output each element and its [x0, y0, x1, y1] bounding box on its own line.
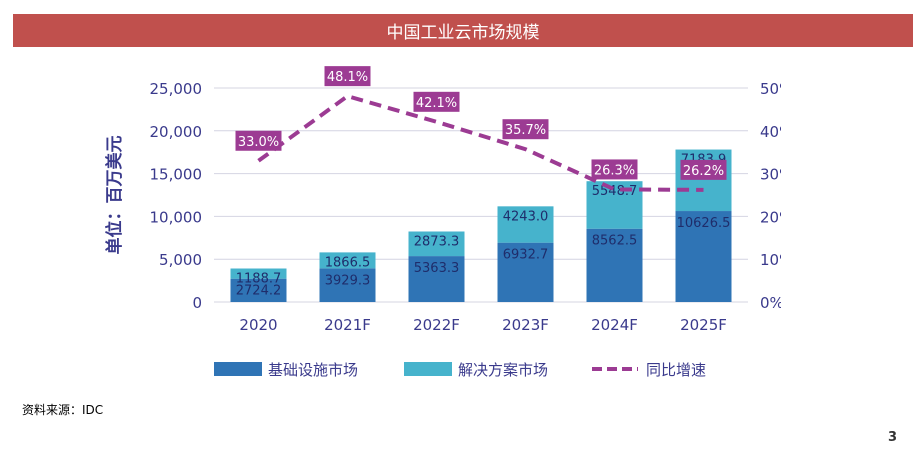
bar-infrastructure: [675, 211, 732, 302]
x-tick-label: 2023F: [502, 316, 549, 334]
y-tick-label: 20,000: [150, 123, 203, 141]
growth-label: 48.1%: [327, 70, 368, 85]
growth-label-box: [235, 130, 282, 151]
y2-tick-label: 30%: [760, 166, 781, 184]
data-label-infrastructure: 10626.5: [677, 216, 731, 231]
data-label-solutions: 4243.0: [503, 209, 549, 224]
growth-label: 42.1%: [416, 96, 457, 111]
data-label-solutions: 5548.7: [592, 184, 638, 199]
bar-infrastructure: [319, 268, 376, 302]
x-tick-label: 2024F: [591, 316, 638, 334]
growth-label: 26.2%: [683, 164, 724, 179]
bar-infrastructure: [230, 278, 287, 302]
data-label-infrastructure: 8562.5: [592, 234, 638, 249]
bar-solutions: [230, 268, 287, 279]
growth-label: 35.7%: [505, 123, 546, 138]
x-tick-label: 2022F: [413, 316, 460, 334]
y-tick-label: 5,000: [159, 251, 202, 269]
x-tick-label: 2020: [239, 316, 277, 334]
data-label-infrastructure: 3929.3: [325, 273, 371, 288]
bar-solutions: [497, 206, 554, 243]
legend-swatch-solutions: [404, 362, 452, 376]
page-number: 3: [888, 430, 898, 445]
y-tick-label: 10,000: [150, 208, 203, 226]
growth-label: 33.0%: [238, 135, 279, 150]
data-label-infrastructure: 6932.7: [503, 248, 549, 263]
bar-infrastructure: [497, 242, 554, 302]
growth-label-box: [680, 159, 727, 180]
title-banner: 中国工业云市场规模: [13, 14, 913, 47]
legend-label-infrastructure: 基础设施市场: [268, 361, 358, 379]
x-tick-label: 2021F: [324, 316, 371, 334]
legend-label-solutions: 解决方案市场: [458, 361, 548, 379]
bar-infrastructure: [408, 256, 465, 302]
legend-label-growth: 同比增速: [646, 361, 706, 379]
bar-solutions: [319, 252, 376, 269]
page-title: 中国工业云市场规模: [386, 23, 540, 43]
market-size-chart: 0 0% 5,000 10% 10,000 20% 15,000 30% 20,000 40% 25…: [104, 66, 793, 379]
y2-tick-label: 10%: [760, 251, 781, 269]
x-tick-label: 2025F: [680, 316, 727, 334]
bar-solutions: [675, 149, 732, 212]
bar-solutions: [586, 181, 643, 229]
y2-tick-label: 40%: [760, 123, 781, 141]
data-label-infrastructure: 2724.2: [236, 284, 282, 299]
growth-line: [257, 93, 704, 192]
data-label-solutions: 1188.7: [236, 272, 282, 287]
data-label-solutions: 2873.3: [414, 234, 460, 249]
y2-tick-label: 20%: [760, 208, 781, 226]
legend-swatch-infrastructure: [214, 362, 262, 376]
bar-solutions: [408, 231, 465, 257]
y-tick-label: 25,000: [150, 80, 203, 98]
y-tick-label: 0: [192, 294, 202, 312]
bar-infrastructure: [586, 228, 643, 302]
y2-tick-label: 0%: [760, 294, 781, 312]
chart-panel: 0 0% 5,000 10% 10,000 20% 15,000 30% 20,000 40% 25…: [98, 60, 793, 390]
y2-tick-label: 50%: [760, 80, 781, 98]
source-note: 资料来源：IDC: [22, 403, 104, 417]
growth-label-box: [502, 119, 549, 140]
growth-label-box: [413, 91, 460, 112]
y-axis-title: 单位：百万美元: [104, 136, 125, 255]
growth-label-box: [324, 66, 371, 87]
growth-label-box: [591, 159, 638, 180]
growth-label: 26.3%: [594, 163, 635, 178]
data-label-solutions: 1866.5: [325, 255, 371, 270]
data-label-infrastructure: 5363.3: [414, 261, 460, 276]
y-tick-label: 15,000: [150, 166, 203, 184]
